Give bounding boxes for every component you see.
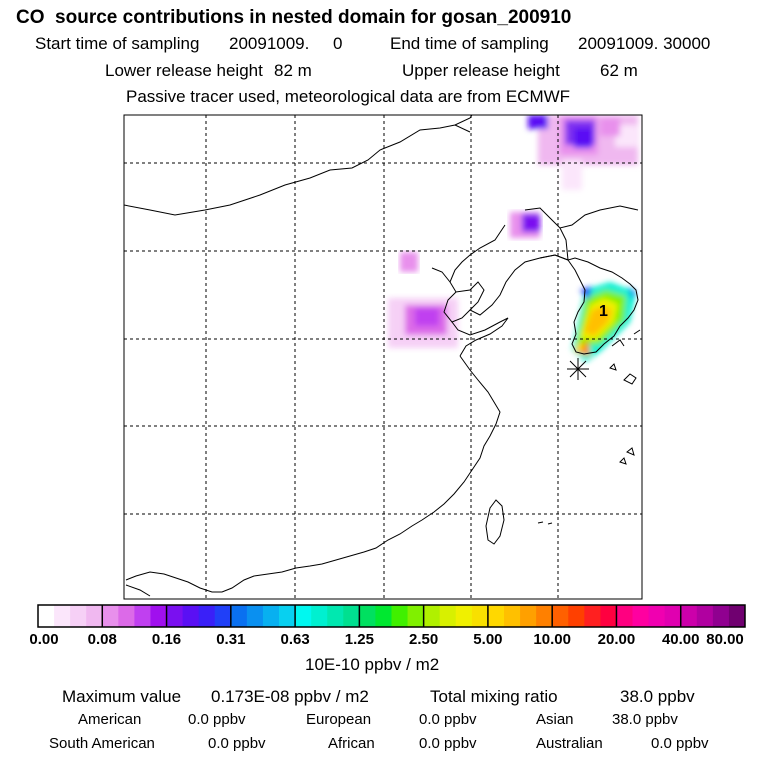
colorbar-swatch [279,605,296,627]
colorbar-tick-label: 0.63 [280,631,310,648]
map-marker-label: 1 [599,303,608,320]
colorbar-tick-label: 1.25 [344,631,374,648]
colorbar-swatch [150,605,167,627]
lower-height-value: 82 m [274,61,312,80]
colorbar-swatch [696,605,714,627]
colorbar-swatch [487,605,505,627]
region-value: 0.0 ppbv [208,735,266,752]
colorbar-swatch [311,605,328,627]
region-name: South American [49,735,155,752]
map-grid [124,115,642,599]
colorbar-tick-label: 0.31 [216,631,246,648]
start-time-label: Start time of sampling [35,34,200,53]
map-frame [123,114,643,600]
region-name: African [328,735,375,752]
colorbar-swatch [712,605,730,627]
colorbar-swatch [503,605,521,627]
colorbar-swatch [728,605,746,627]
total-mixing-label: Total mixing ratio [430,687,558,706]
colorbar-swatch [632,605,649,627]
end-time-value: 20091009. 30000 [578,34,711,53]
colorbar-swatch [536,605,553,627]
colorbar-unit: 10E-10 ppbv / m2 [305,655,440,674]
colorbar-swatch [118,605,135,627]
colorbar-tick-label: 10.00 [533,631,571,648]
region-value: 0.0 ppbv [419,735,477,752]
end-time-label: End time of sampling [390,34,549,53]
colorbar-swatch [616,605,633,627]
colorbar-swatch [166,605,184,627]
region-value: 0.0 ppbv [651,735,709,752]
start-time-value: 20091009. 0 [229,34,343,53]
colorbar-swatch [86,605,103,627]
page-title: CO source contributions in nested domain… [16,7,572,28]
coastlines [124,115,641,597]
colorbar-tick-label: 0.16 [151,631,182,648]
lower-height-label: Lower release height [105,61,263,80]
colorbar-tick-label: 0.08 [87,631,117,648]
max-value: 0.173E-08 ppbv / m2 [211,687,369,706]
colorbar-swatch [359,605,376,627]
colorbar-swatch [54,605,71,627]
colorbar-swatch [471,605,489,627]
colorbar-swatch [230,605,248,627]
colorbar-swatch [246,605,264,627]
colorbar-swatch [295,605,312,627]
colorbar-swatch [648,605,666,627]
colorbar-swatch [552,605,569,627]
colorbar-swatch [38,605,55,627]
colorbar-swatch [423,605,441,627]
region-name: American [78,711,142,728]
colorbar-swatch [584,605,601,627]
max-value-label: Maximum value [62,687,182,706]
colorbar-swatch [262,605,280,627]
asterisk-icon [567,358,589,380]
total-mixing-value: 38.0 ppbv [620,687,695,706]
region-value: 0.0 ppbv [419,711,477,728]
colorbar-swatch [375,605,392,627]
tracer-note: Passive tracer used, meteorological data… [126,87,571,106]
upper-height-label: Upper release height [402,61,560,80]
colorbar-swatch [439,605,457,627]
colorbar-swatch [214,605,232,627]
colorbar-frame [37,604,746,628]
concentration-field [388,115,638,362]
colorbar-tick-label: 20.00 [597,631,636,648]
colorbar-swatch [327,605,344,627]
colorbar-tick-label: 80.00 [706,631,744,648]
colorbar-swatch [407,605,425,627]
colorbar [38,605,746,627]
colorbar-swatch [198,605,216,627]
colorbar-tick-label: 40.00 [661,631,700,648]
colorbar-swatch [568,605,585,627]
colorbar-tick-label: 5.00 [473,631,503,648]
colorbar-swatch [391,605,408,627]
colorbar-swatch [520,605,537,627]
region-name: European [306,711,372,728]
region-value: 38.0 ppbv [612,711,678,728]
colorbar-swatch [134,605,151,627]
colorbar-swatch [600,605,617,627]
colorbar-swatch [182,605,200,627]
colorbar-swatch [70,605,87,627]
region-value: 0.0 ppbv [188,711,246,728]
colorbar-tick-label: 0.00 [29,631,59,648]
colorbar-swatch [680,605,698,627]
upper-height-value: 62 m [600,61,638,80]
colorbar-swatch [455,605,473,627]
colorbar-swatch [102,605,119,627]
region-name: Asian [536,711,574,728]
colorbar-swatch [343,605,360,627]
region-name: Australian [536,735,603,752]
colorbar-tick-label: 2.50 [409,631,439,648]
colorbar-swatch [664,605,682,627]
